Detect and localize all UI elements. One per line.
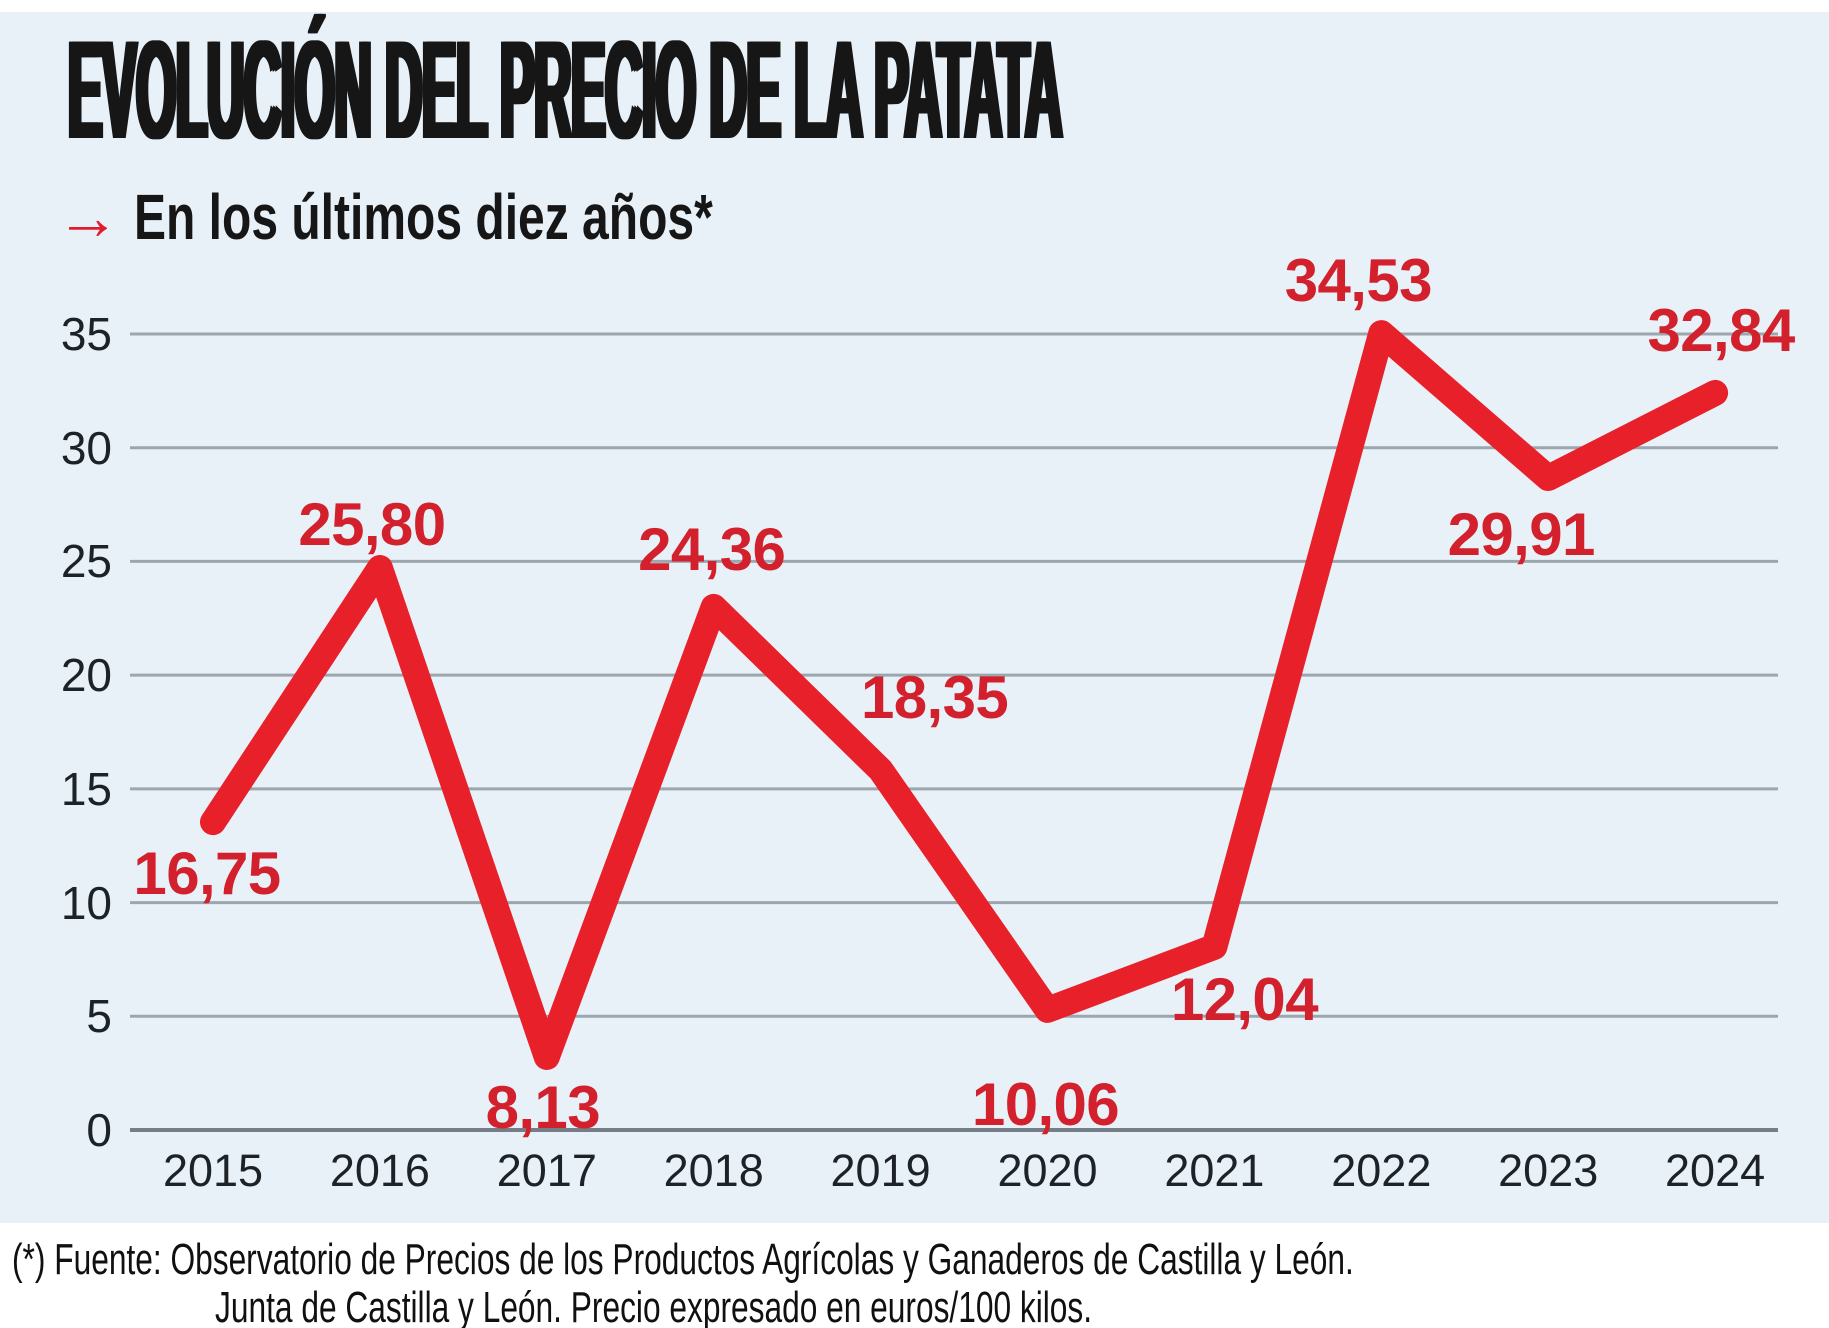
x-label-2021: 2021 <box>1164 1145 1265 1196</box>
chart-panel <box>0 12 1829 1223</box>
y-label-25: 25 <box>60 535 112 588</box>
y-label-5: 5 <box>86 990 112 1043</box>
source-line-1: (*) Fuente: Observatorio de Precios de l… <box>12 1235 1354 1284</box>
price-line <box>200 320 1729 1070</box>
x-label-2022: 2022 <box>1331 1145 1432 1196</box>
value-label-2016: 25,80 <box>298 491 446 559</box>
value-label-2021: 12,04 <box>1170 965 1319 1033</box>
source-line-2: Junta de Castilla y León. Precio expresa… <box>215 1283 1093 1328</box>
value-label-2015: 16,75 <box>133 840 281 908</box>
chart-subtitle-text: En los últimos diez años* <box>134 181 713 253</box>
value-label-2017: 8,13 <box>485 1073 601 1141</box>
x-label-2016: 2016 <box>329 1145 430 1196</box>
x-label-2023: 2023 <box>1498 1145 1599 1196</box>
value-label-2022: 34,53 <box>1284 247 1433 315</box>
x-label-2020: 2020 <box>997 1145 1098 1196</box>
chart-subtitle: → En los últimos diez años* <box>56 181 906 253</box>
x-label-2019: 2019 <box>830 1145 931 1196</box>
y-label-10: 10 <box>60 876 112 929</box>
chart-title: EVOLUCIÓN DEL PRECIO DE LA PATATA <box>68 11 1063 168</box>
value-label-2024: 32,84 <box>1647 296 1796 364</box>
source-note: (*) Fuente: Observatorio de Precios de l… <box>12 1236 1354 1328</box>
x-label-2024: 2024 <box>1665 1145 1766 1196</box>
value-label-2019: 18,35 <box>861 663 1009 731</box>
y-label-15: 15 <box>60 762 112 815</box>
value-label-2020: 10,06 <box>971 1070 1120 1138</box>
y-label-20: 20 <box>60 649 112 702</box>
x-label-2017: 2017 <box>496 1145 597 1196</box>
y-label-35: 35 <box>60 307 112 360</box>
x-label-2015: 2015 <box>162 1145 264 1196</box>
y-label-0: 0 <box>86 1104 112 1156</box>
value-label-2023: 29,91 <box>1447 500 1596 568</box>
y-label-30: 30 <box>60 421 112 474</box>
arrow-right-icon: → <box>56 181 120 253</box>
x-label-2018: 2018 <box>663 1145 764 1196</box>
value-label-2018: 24,36 <box>638 515 786 583</box>
